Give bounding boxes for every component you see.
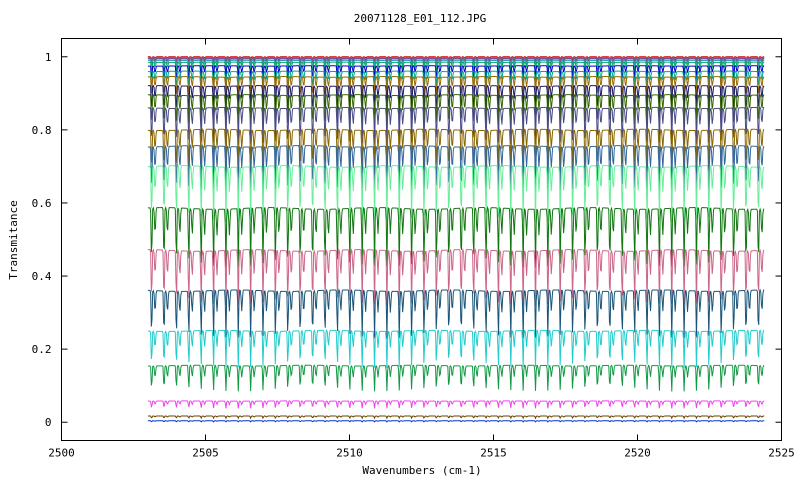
plot-area-frame: [61, 38, 782, 441]
spectrum-series-line: [147, 288, 765, 339]
x-tick-label: 2520: [624, 447, 651, 460]
y-axis: 0 0.2 0.4 0.6 0.8 1: [32, 51, 782, 429]
spectrum-series-line: [147, 420, 765, 423]
spectrum-series-line: [147, 415, 765, 420]
spectrum-series-line: [147, 163, 765, 223]
y-tick-label: 0.2: [32, 343, 52, 356]
y-tick-label: 0.8: [32, 124, 52, 137]
x-tick-label: 2510: [336, 447, 363, 460]
y-tick-label: 0: [45, 416, 52, 429]
spectrum-series-line: [147, 329, 765, 368]
spectrum-series-line: [147, 106, 765, 146]
chart-title: 20071128_E01_112.JPG: [354, 12, 486, 25]
spectrum-series-line: [147, 400, 765, 409]
spectrum-series-line: [147, 364, 765, 392]
x-axis-label: Wavenumbers (cm-1): [362, 464, 481, 477]
x-tick-label: 2500: [48, 447, 75, 460]
x-tick-label: 2505: [192, 447, 219, 460]
x-tick-label: 2515: [480, 447, 507, 460]
y-tick-label: 1: [45, 51, 52, 64]
spectrum-series-line: [147, 205, 765, 268]
spectrum-series-line: [147, 247, 765, 306]
y-axis-label: Transmitance: [7, 200, 20, 279]
y-tick-label: 0.6: [32, 197, 52, 210]
x-tick-label: 2525: [768, 447, 795, 460]
series-layer: [147, 56, 765, 423]
x-axis: 2500 2505 2510 2515 2520 2525: [48, 38, 795, 460]
y-tick-label: 0.4: [32, 270, 52, 283]
